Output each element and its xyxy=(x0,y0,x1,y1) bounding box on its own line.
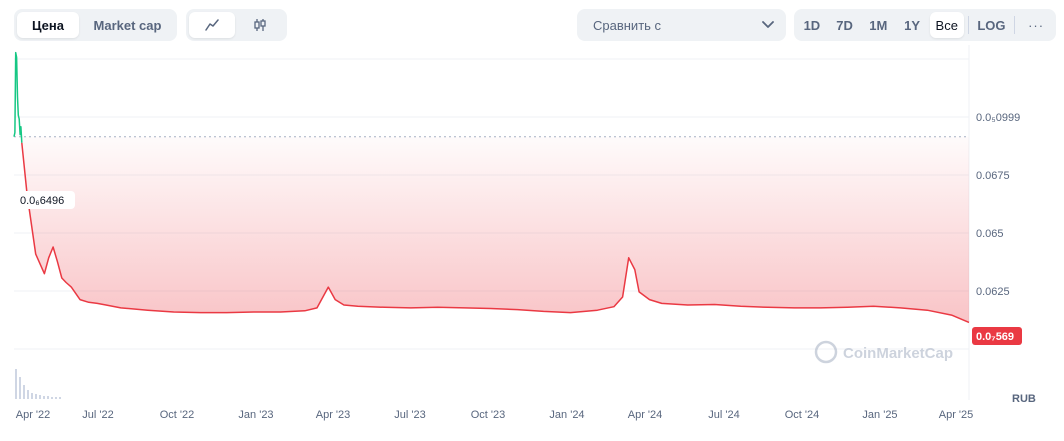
start-price-label: 0.0₆6496 xyxy=(20,195,64,207)
price-line-down xyxy=(21,142,970,324)
range-1d[interactable]: 1D xyxy=(803,17,821,33)
x-tick-label: Jan '25 xyxy=(862,409,897,421)
x-tick-label: Apr '24 xyxy=(628,409,663,421)
volume-bar xyxy=(59,397,61,399)
x-tick-label: Jul '22 xyxy=(82,409,113,421)
y-tick-label: 0.0625 xyxy=(976,286,1010,298)
x-tick-label: Oct '24 xyxy=(785,409,820,421)
volume-bar xyxy=(19,377,21,399)
x-tick-label: Jan '24 xyxy=(549,409,584,421)
volume-bar xyxy=(27,390,29,399)
x-tick-label: Oct '22 xyxy=(160,409,195,421)
volume-bar xyxy=(35,394,37,399)
volume-bar xyxy=(55,397,57,399)
range-all[interactable]: Все xyxy=(929,12,964,38)
x-tick-label: Jul '23 xyxy=(394,409,425,421)
x-tick-label: Apr '25 xyxy=(939,409,974,421)
coinmarketcap-watermark: CoinMarketCap xyxy=(814,340,953,364)
x-tick-label: Apr '22 xyxy=(16,409,51,421)
volume-bar xyxy=(31,393,33,399)
start-price-tag-bg xyxy=(17,191,75,209)
line-chart-glyph xyxy=(205,19,219,31)
start-price-tag: 0.0₆6496 xyxy=(17,191,75,209)
chevron-down-icon xyxy=(762,21,774,28)
watermark-text: CoinMarketCap xyxy=(843,345,953,362)
compare-label: Сравнить с xyxy=(593,17,662,33)
coinmarketcap-logo-icon xyxy=(814,340,838,364)
candlestick-glyph xyxy=(254,19,266,31)
candlestick-icon[interactable] xyxy=(237,12,283,38)
x-tick-label: Jul '24 xyxy=(708,409,739,421)
current-price-tag-bg xyxy=(972,327,1022,345)
y-tick-label: 0.0₅0999 xyxy=(976,112,1020,124)
more-divider xyxy=(1014,16,1016,34)
line-chart-icon[interactable] xyxy=(189,12,235,38)
current-price-tag: 0.0₇569 xyxy=(972,327,1022,345)
price-mode-toggle: Цена Market cap xyxy=(14,9,177,41)
y-tick-label: 0.065 xyxy=(976,228,1004,240)
tab-price[interactable]: Цена xyxy=(17,12,79,38)
volume-bar xyxy=(43,396,45,399)
volume-bar xyxy=(15,369,17,399)
volume-bar xyxy=(51,397,53,399)
x-tick-label: Oct '23 xyxy=(471,409,506,421)
compare-select[interactable]: Сравнить с xyxy=(577,9,786,41)
range-selector: 1D 7D 1M 1Y Все LOG ··· xyxy=(794,9,1056,41)
currency-label: RUB xyxy=(1012,393,1036,405)
more-options-icon[interactable]: ··· xyxy=(1028,17,1045,33)
x-tick-label: Apr '23 xyxy=(316,409,351,421)
current-price-label: 0.0₇569 xyxy=(976,331,1014,343)
range-7d[interactable]: 7D xyxy=(836,17,853,33)
x-tick-label: Jan '23 xyxy=(238,409,273,421)
chart-type-toggle xyxy=(186,9,287,41)
volume-bar xyxy=(23,385,25,399)
tab-market-cap[interactable]: Market cap xyxy=(93,17,162,33)
volume-bar xyxy=(39,395,41,399)
range-divider xyxy=(967,16,969,34)
volume-bar xyxy=(47,396,49,399)
volume-bars xyxy=(15,369,61,399)
price-line-up xyxy=(13,51,23,143)
price-area-fill xyxy=(21,136,970,323)
range-1y[interactable]: 1Y xyxy=(904,17,920,33)
y-tick-label: 0.0675 xyxy=(976,170,1010,182)
range-1m[interactable]: 1M xyxy=(869,17,888,33)
x-axis: Apr '22 Jul '22 Oct '22 Jan '23 Apr '23 … xyxy=(16,409,974,421)
log-scale-button[interactable]: LOG xyxy=(977,17,1006,33)
y-axis: 0.0₅0999 0.0675 0.065 0.0625 RUB xyxy=(976,112,1036,405)
